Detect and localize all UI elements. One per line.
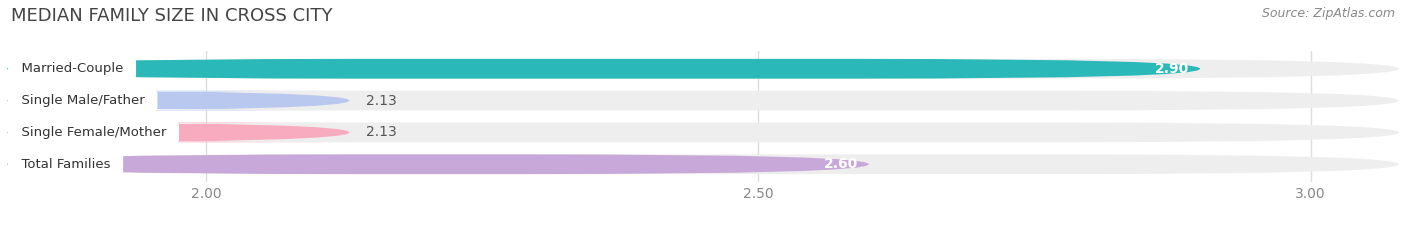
- FancyBboxPatch shape: [7, 59, 1399, 79]
- FancyBboxPatch shape: [7, 123, 350, 142]
- FancyBboxPatch shape: [7, 154, 1399, 174]
- Text: MEDIAN FAMILY SIZE IN CROSS CITY: MEDIAN FAMILY SIZE IN CROSS CITY: [11, 7, 333, 25]
- FancyBboxPatch shape: [7, 123, 1399, 142]
- FancyBboxPatch shape: [7, 91, 350, 110]
- Text: Source: ZipAtlas.com: Source: ZipAtlas.com: [1261, 7, 1395, 20]
- Text: 2.13: 2.13: [366, 125, 396, 139]
- Text: 2.60: 2.60: [824, 157, 858, 171]
- Text: 2.90: 2.90: [1154, 62, 1189, 76]
- Text: 2.13: 2.13: [366, 94, 396, 108]
- FancyBboxPatch shape: [7, 59, 1201, 79]
- FancyBboxPatch shape: [7, 154, 869, 174]
- Text: Single Male/Father: Single Male/Father: [13, 94, 153, 107]
- Text: Total Families: Total Families: [13, 158, 118, 171]
- Text: Single Female/Mother: Single Female/Mother: [13, 126, 174, 139]
- FancyBboxPatch shape: [7, 91, 1399, 110]
- Text: Married-Couple: Married-Couple: [13, 62, 131, 75]
